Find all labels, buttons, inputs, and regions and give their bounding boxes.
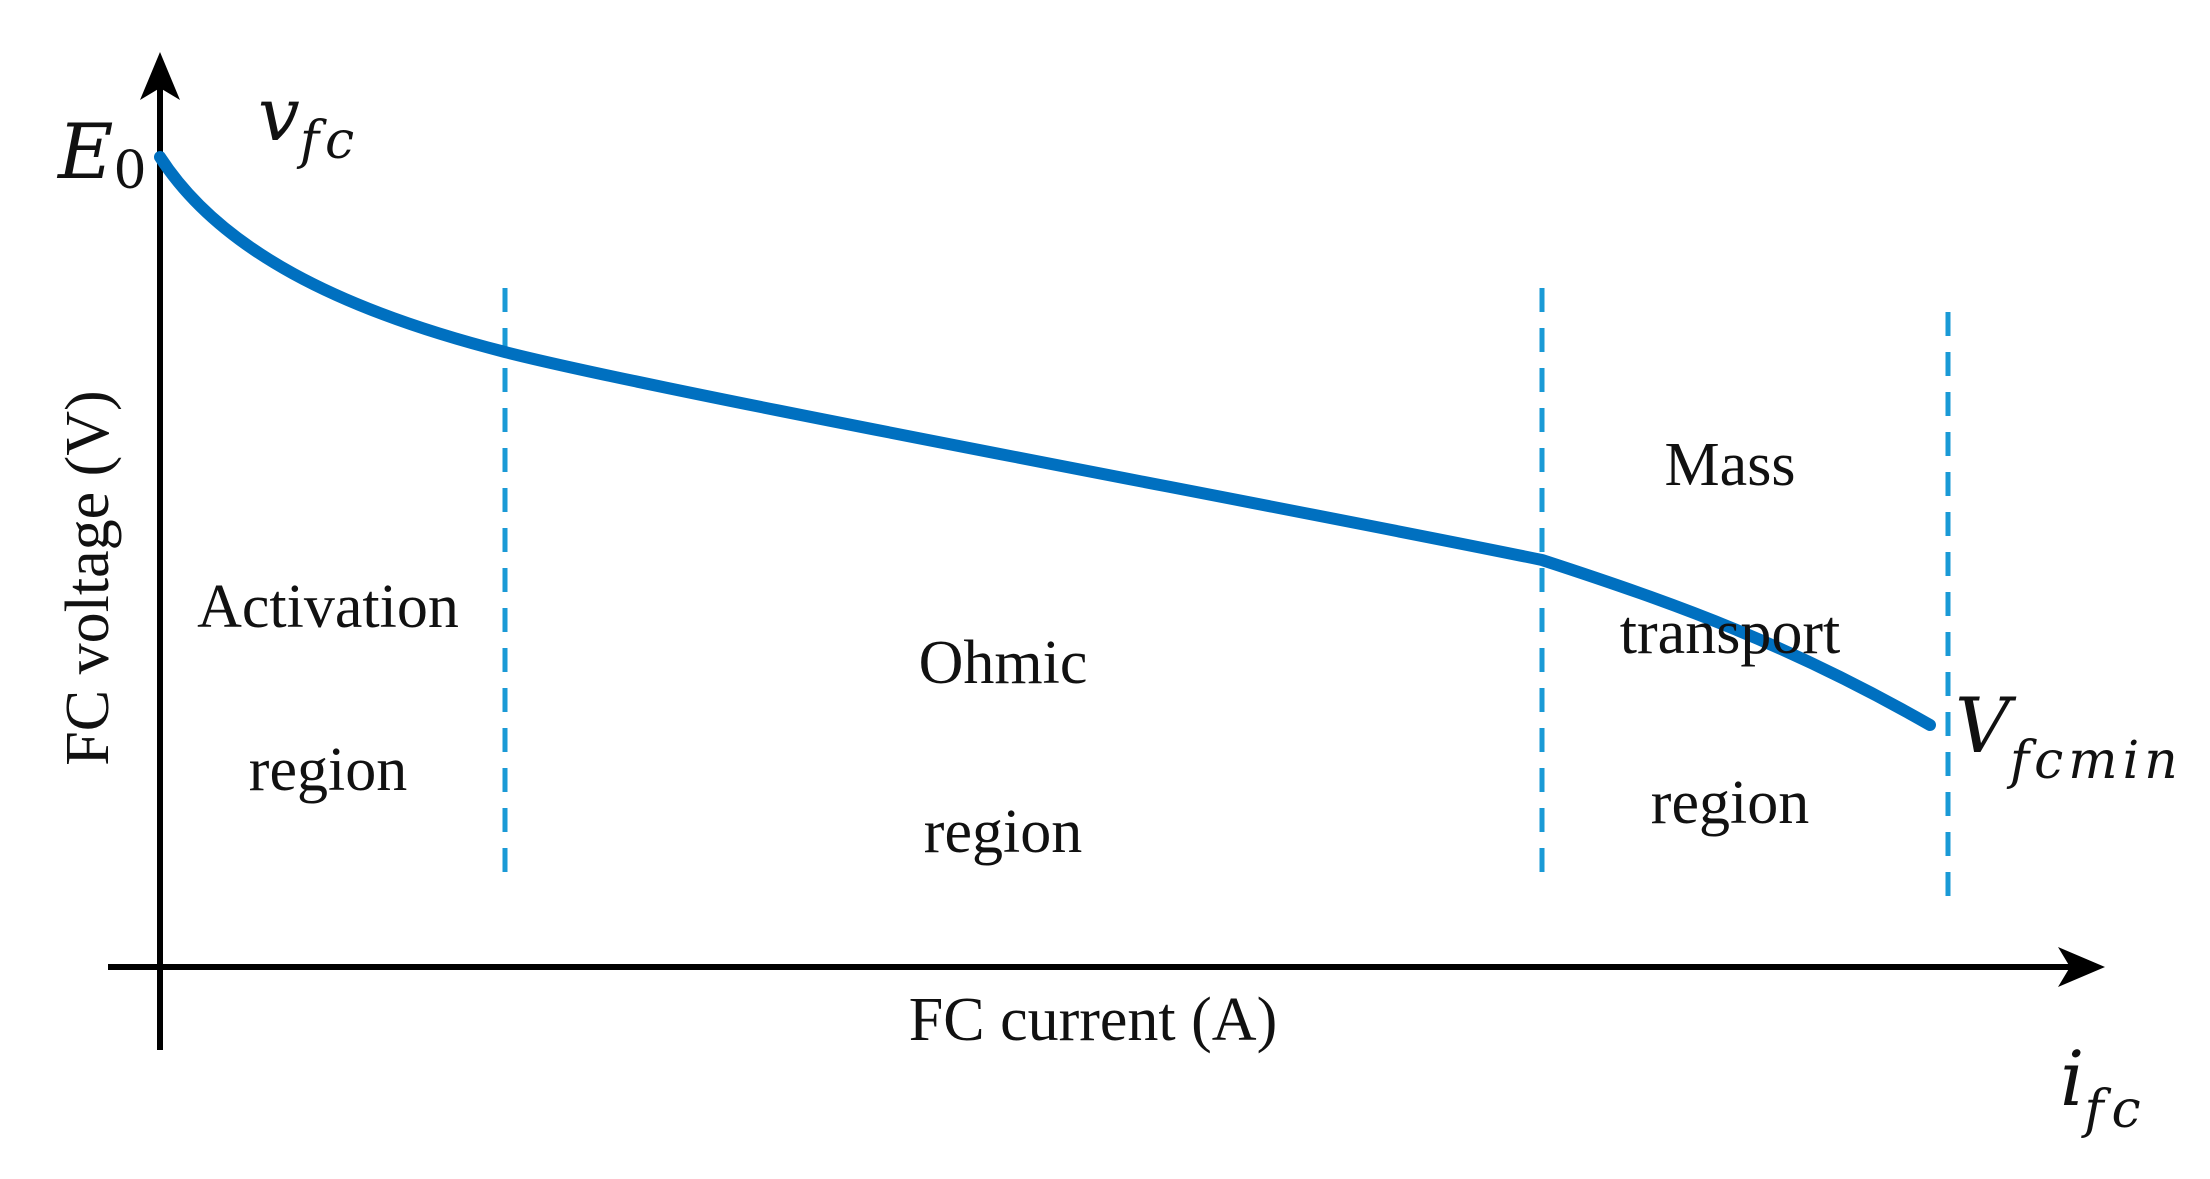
x-axis-label: FC current (A) — [909, 986, 1277, 1054]
ifc-symbol: ifc — [2060, 1034, 2149, 1140]
ohmic-line-2: region — [924, 798, 1082, 866]
vfc-subscript: fc — [296, 111, 360, 171]
activation-line-1: Activation — [197, 573, 459, 641]
vfcmin-symbol: Vfcmin — [1955, 681, 2183, 791]
ohmic-line-1: Ohmic — [919, 629, 1088, 697]
axes — [108, 52, 2105, 1050]
mass-transport-region-label: Mass transport region — [1620, 431, 1840, 837]
e0-subscript: 0 — [113, 141, 146, 201]
ifc-main: i — [2060, 1034, 2084, 1123]
e0-main: E — [56, 107, 113, 196]
polarization-curve — [154, 151, 1936, 731]
vfc-main: v — [258, 72, 300, 158]
mass-line-2: transport — [1620, 599, 1840, 667]
mass-line-1: Mass — [1665, 431, 1796, 499]
ifc-subscript: fc — [2080, 1080, 2148, 1140]
vfcmin-subscript: fcmin — [2006, 731, 2183, 791]
vfcmin-main: V — [1955, 681, 2017, 770]
y-axis-label: FC voltage (V) — [54, 390, 122, 765]
vfc-symbol: vfc — [258, 72, 360, 171]
y-axis-arrowhead — [140, 52, 180, 100]
ohmic-region-label: Ohmic region — [919, 629, 1088, 866]
e0-symbol: E0 — [56, 107, 147, 201]
mass-line-3: region — [1651, 769, 1809, 837]
activation-line-2: region — [249, 736, 407, 804]
x-axis-arrowhead — [2058, 947, 2105, 987]
activation-region-label: Activation region — [197, 573, 459, 804]
region-boundaries — [502, 288, 1951, 902]
